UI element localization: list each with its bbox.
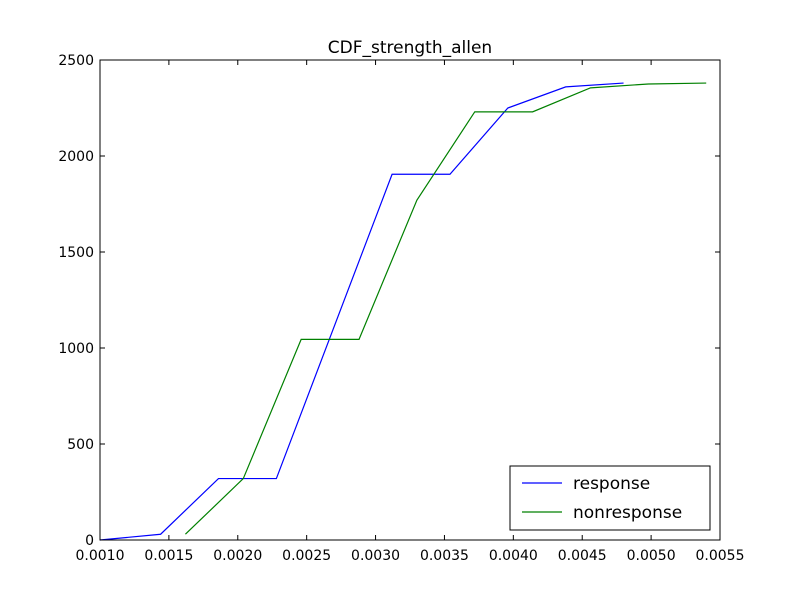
plot-frame: [99, 59, 721, 541]
series-line-response: [99, 82, 624, 541]
x-tick-label: 0.0030: [351, 548, 400, 564]
x-tick-label: 0.0035: [420, 548, 469, 564]
x-tick-label: 0.0055: [696, 548, 745, 564]
legend-box: [509, 465, 711, 531]
x-tick-label: 0.0015: [144, 548, 193, 564]
axes-layer: 0.0010 0.0015 0.0020 0.0025 0.0030 0.0035 0.00…: [58, 53, 744, 564]
legend: response nonresponse: [509, 465, 711, 531]
y-tick-label: 1500: [58, 245, 94, 261]
y-tick-label: 1000: [58, 341, 94, 357]
series-line-nonresponse: [185, 82, 707, 535]
y-tick-label: 2000: [58, 149, 94, 165]
y-tick-label: 500: [67, 437, 94, 453]
x-tick-label: 0.0010: [76, 548, 125, 564]
x-tick-label: 0.0040: [489, 548, 538, 564]
chart-title: CDF_strength_allen: [328, 38, 492, 58]
x-tick-label: 0.0045: [558, 548, 607, 564]
legend-label-nonresponse: nonresponse: [573, 503, 682, 523]
y-tick-label: 2500: [58, 53, 94, 69]
x-tick-label: 0.0020: [213, 548, 262, 564]
x-tick-label: 0.0050: [627, 548, 676, 564]
y-tick-label: 0: [85, 533, 94, 549]
legend-label-response: response: [573, 474, 650, 494]
x-tick-label: 0.0025: [282, 548, 331, 564]
series-layer: [99, 82, 707, 541]
